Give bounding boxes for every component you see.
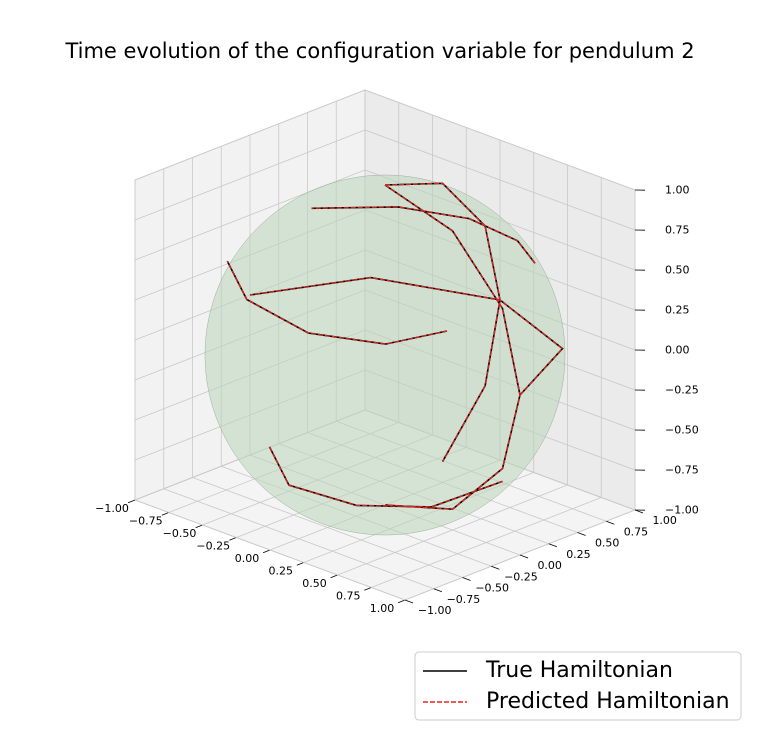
tick-mark <box>404 599 414 604</box>
grid-line <box>192 477 463 578</box>
y-tick-label: 0.00 <box>537 559 562 572</box>
grid-line <box>364 89 636 191</box>
y-tick-label: −1.00 <box>418 604 452 617</box>
z-tick-label: −1.00 <box>665 504 699 517</box>
y-tick-label: 0.50 <box>595 537 620 550</box>
z-tick-label: 0.25 <box>665 304 690 317</box>
tick-mark <box>262 549 271 554</box>
legend-label: Predicted Hamiltonian <box>486 689 730 714</box>
tick-mark <box>296 562 304 566</box>
tick-mark <box>462 577 471 581</box>
x-tick-label: −1.00 <box>95 502 129 515</box>
grid-line <box>134 129 366 221</box>
y-tick-label: −0.25 <box>504 570 538 583</box>
x-tick-label: −0.50 <box>163 527 197 540</box>
z-tick-label: 0.50 <box>665 264 690 277</box>
legend-label: True Hamiltonian <box>485 658 673 683</box>
x-tick-label: 1.00 <box>370 602 395 615</box>
y-tick-label: −0.75 <box>447 593 481 606</box>
grid-line <box>163 488 434 590</box>
tick-mark <box>229 537 237 541</box>
sphere <box>204 174 566 536</box>
tick-mark <box>330 574 338 579</box>
x-tick-label: −0.75 <box>129 515 163 528</box>
z-tick-label: 0.75 <box>665 224 690 237</box>
tick-mark <box>491 565 500 570</box>
z-tick-label: −0.50 <box>665 424 699 437</box>
trajectory <box>268 446 503 508</box>
tick-mark <box>634 509 644 514</box>
z-tick-label: −0.75 <box>665 464 699 477</box>
x-tick-label: 0.25 <box>269 565 294 578</box>
tick-mark <box>577 532 586 536</box>
z-tick-label: 0.00 <box>665 344 690 357</box>
grid-line <box>134 499 406 601</box>
x-tick-label: 0.75 <box>336 590 361 603</box>
tick-mark <box>519 554 529 559</box>
grid-line <box>134 89 366 181</box>
trajectory <box>226 260 448 345</box>
legend: True Hamiltonian Predicted Hamiltonian <box>414 651 742 721</box>
trajectory <box>384 182 501 462</box>
tick-mark <box>548 543 557 548</box>
y-tick-label: −0.50 <box>475 582 509 595</box>
tick-mark <box>127 499 136 504</box>
x-tick-label: 0.50 <box>302 577 327 590</box>
chart-title: Time evolution of the configuration vari… <box>64 39 694 63</box>
tick-mark <box>606 520 615 525</box>
z-tick-label: 1.00 <box>665 184 690 197</box>
z-tick-label: −0.25 <box>665 384 699 397</box>
y-tick-label: 0.25 <box>566 548 591 561</box>
grid-line <box>364 129 636 231</box>
tick-mark <box>195 524 203 529</box>
trajectory <box>384 184 521 510</box>
legend-box <box>414 651 742 721</box>
tick-mark <box>397 599 406 604</box>
trajectory <box>311 206 536 264</box>
tick-mark <box>433 588 442 593</box>
tick-mark <box>161 512 169 516</box>
y-tick-label: 1.00 <box>652 514 677 527</box>
y-tick-label: 0.75 <box>624 525 649 538</box>
x-tick-label: 0.00 <box>235 552 260 565</box>
tick-mark <box>364 587 372 591</box>
x-tick-label: −0.25 <box>196 540 230 553</box>
